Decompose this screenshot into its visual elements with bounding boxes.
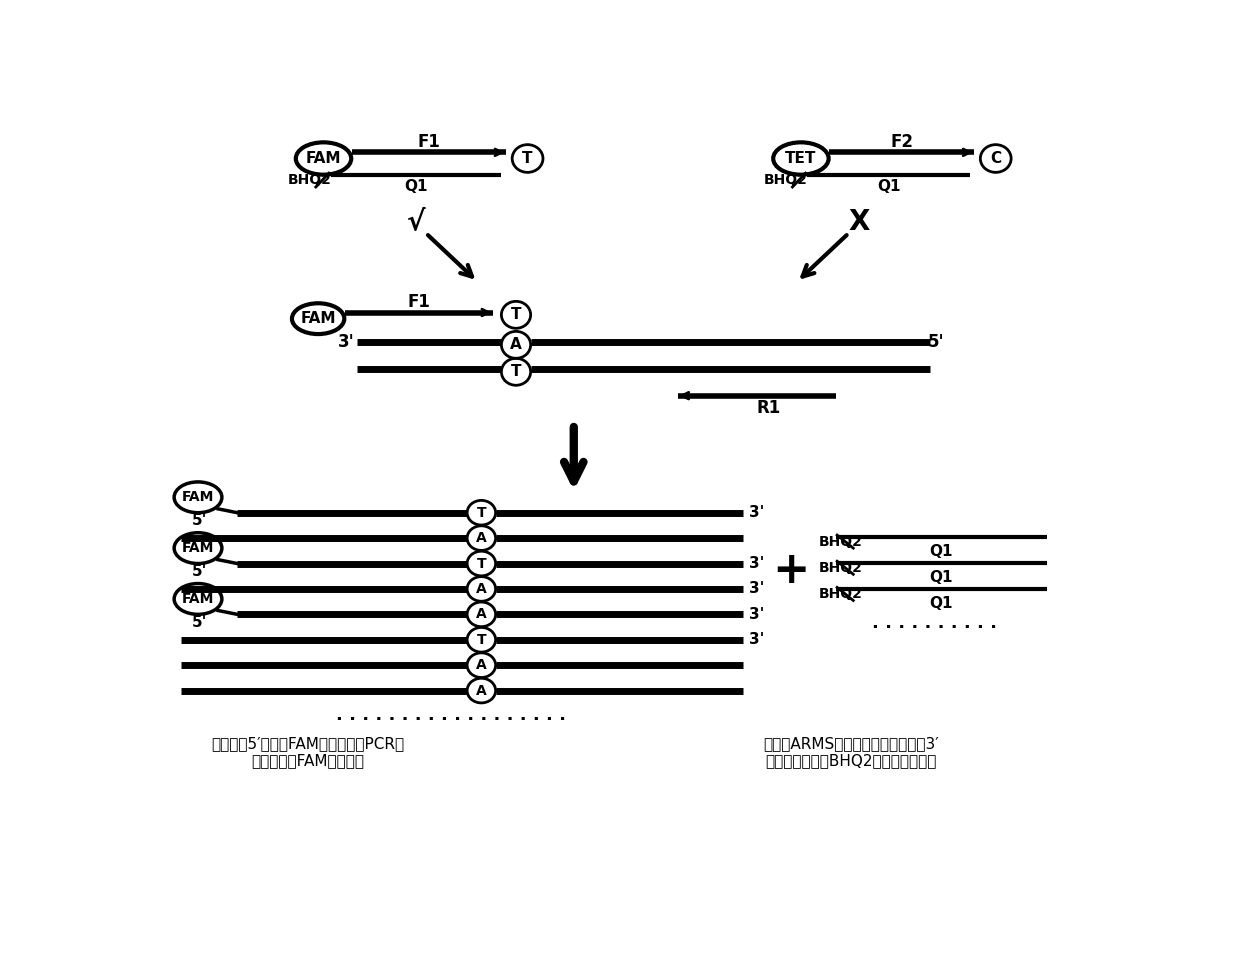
Text: A: A <box>476 582 487 596</box>
Text: 3': 3' <box>750 607 764 621</box>
Text: C: C <box>990 151 1001 166</box>
Text: T: T <box>523 151 533 166</box>
Text: FAM: FAM <box>182 491 214 504</box>
Text: 3': 3' <box>338 333 356 350</box>
Text: T: T <box>510 364 522 379</box>
Text: T: T <box>510 307 522 322</box>
Text: TET: TET <box>786 151 817 166</box>
Text: 5': 5' <box>927 333 944 350</box>
Text: 5': 5' <box>192 563 207 579</box>
Text: 探针性ARMS引物被消耗，形成大量3′
端标记淬灭基团BHQ2的单核苷酸序列: 探针性ARMS引物被消耗，形成大量3′ 端标记淬灭基团BHQ2的单核苷酸序列 <box>763 736 939 769</box>
Text: √: √ <box>406 208 425 236</box>
Text: · · · · · · · · · · · · · · · · · ·: · · · · · · · · · · · · · · · · · · <box>336 711 565 729</box>
Text: 3': 3' <box>750 556 764 571</box>
Text: BHQ2: BHQ2 <box>287 173 331 187</box>
Text: BHQ2: BHQ2 <box>764 173 808 187</box>
Text: Q1: Q1 <box>929 570 953 585</box>
Text: Q1: Q1 <box>929 596 953 611</box>
Text: R1: R1 <box>756 399 781 417</box>
Text: T: T <box>477 633 486 647</box>
Text: A: A <box>476 531 487 545</box>
Text: A: A <box>476 658 487 672</box>
Text: 3': 3' <box>750 582 764 596</box>
Text: A: A <box>476 607 487 621</box>
Text: T: T <box>477 505 486 520</box>
Text: FAM: FAM <box>182 541 214 555</box>
Text: A: A <box>476 683 487 698</box>
Text: · · · · · · · · · ·: · · · · · · · · · · <box>871 620 996 637</box>
Text: F1: F1 <box>418 133 440 151</box>
Text: BHQ2: BHQ2 <box>819 561 862 575</box>
Text: BHQ2: BHQ2 <box>819 535 862 549</box>
Text: Q1: Q1 <box>929 544 953 559</box>
Text: BHQ2: BHQ2 <box>819 588 862 601</box>
Text: FAM: FAM <box>306 151 341 166</box>
Text: 5': 5' <box>192 513 207 528</box>
Text: 3': 3' <box>750 505 764 520</box>
Text: 形成大量5′端标记FAM报告基团的PCR产
物，并发出FAM荧光信号: 形成大量5′端标记FAM报告基团的PCR产 物，并发出FAM荧光信号 <box>212 736 405 769</box>
Text: Q1: Q1 <box>877 179 901 194</box>
Text: FAM: FAM <box>300 311 336 326</box>
Text: FAM: FAM <box>182 592 214 606</box>
Text: F1: F1 <box>408 292 430 311</box>
Text: X: X <box>847 208 870 236</box>
Text: +: + <box>772 549 809 592</box>
Text: 3': 3' <box>750 632 764 648</box>
Text: T: T <box>477 557 486 570</box>
Text: F2: F2 <box>891 133 913 151</box>
Text: 5': 5' <box>192 615 207 629</box>
Text: A: A <box>510 338 522 352</box>
Text: Q1: Q1 <box>404 179 427 194</box>
